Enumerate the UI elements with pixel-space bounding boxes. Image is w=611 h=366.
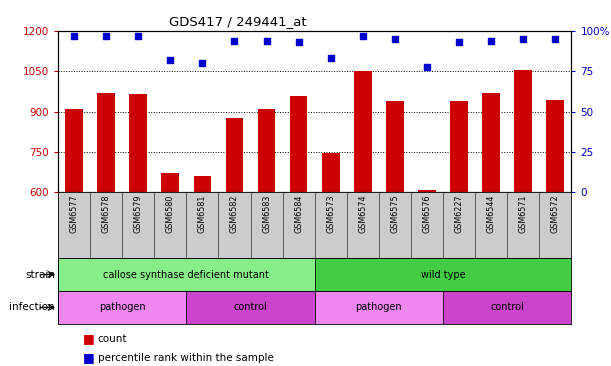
Text: strain: strain (25, 269, 55, 280)
Text: pathogen: pathogen (356, 302, 402, 313)
Bar (418, 190, 436, 192)
Bar (58, 258, 315, 291)
Bar (354, 71, 371, 192)
Bar (97, 93, 115, 192)
Point (486, 38, 496, 44)
Text: GSM6578: GSM6578 (101, 194, 111, 233)
Text: GSM6577: GSM6577 (70, 194, 79, 233)
Point (101, 33, 111, 39)
Text: ■: ■ (82, 332, 94, 345)
Text: GSM6573: GSM6573 (326, 194, 335, 233)
Point (197, 60, 207, 66)
Text: infection: infection (9, 302, 55, 313)
Point (551, 36, 560, 42)
Text: ■: ■ (82, 351, 94, 365)
Point (294, 40, 304, 45)
Text: GSM6580: GSM6580 (166, 194, 175, 232)
Bar (186, 291, 315, 324)
Bar (514, 70, 532, 192)
Text: GSM6581: GSM6581 (198, 194, 207, 232)
Bar (450, 101, 468, 192)
Text: GSM6572: GSM6572 (551, 194, 560, 233)
Bar (322, 153, 340, 192)
Point (390, 36, 400, 42)
Text: wild type: wild type (420, 269, 466, 280)
Point (133, 33, 143, 39)
Point (454, 40, 464, 45)
Point (422, 64, 432, 70)
Bar (258, 109, 276, 192)
Point (518, 36, 528, 42)
Bar (290, 96, 307, 192)
Text: GSM6571: GSM6571 (519, 194, 528, 233)
Bar (58, 291, 186, 324)
Text: GSM6584: GSM6584 (294, 194, 303, 232)
Text: pathogen: pathogen (99, 302, 145, 313)
Bar (315, 258, 571, 291)
Text: GDS417 / 249441_at: GDS417 / 249441_at (169, 15, 307, 28)
Text: GSM6583: GSM6583 (262, 194, 271, 232)
Text: GSM6544: GSM6544 (486, 194, 496, 232)
Text: control: control (233, 302, 268, 313)
Bar (315, 291, 443, 324)
Bar (386, 101, 404, 192)
Text: callose synthase deficient mutant: callose synthase deficient mutant (103, 269, 269, 280)
Text: count: count (98, 333, 127, 344)
Bar (546, 100, 564, 192)
Point (230, 38, 240, 44)
Text: percentile rank within the sample: percentile rank within the sample (98, 353, 274, 363)
Bar (65, 109, 83, 192)
Text: GSM6227: GSM6227 (455, 194, 464, 233)
Bar (161, 173, 179, 192)
Bar (225, 118, 243, 192)
Bar (194, 176, 211, 192)
Point (166, 57, 175, 63)
Text: GSM6574: GSM6574 (358, 194, 367, 233)
Text: GSM6576: GSM6576 (422, 194, 431, 233)
Point (69, 33, 79, 39)
Bar (482, 93, 500, 192)
Text: GSM6575: GSM6575 (390, 194, 400, 233)
Bar (130, 94, 147, 192)
Point (262, 38, 271, 44)
Text: GSM6579: GSM6579 (134, 194, 143, 233)
Bar (443, 291, 571, 324)
Text: GSM6582: GSM6582 (230, 194, 239, 233)
Point (326, 56, 335, 61)
Text: control: control (490, 302, 524, 313)
Point (358, 33, 368, 39)
